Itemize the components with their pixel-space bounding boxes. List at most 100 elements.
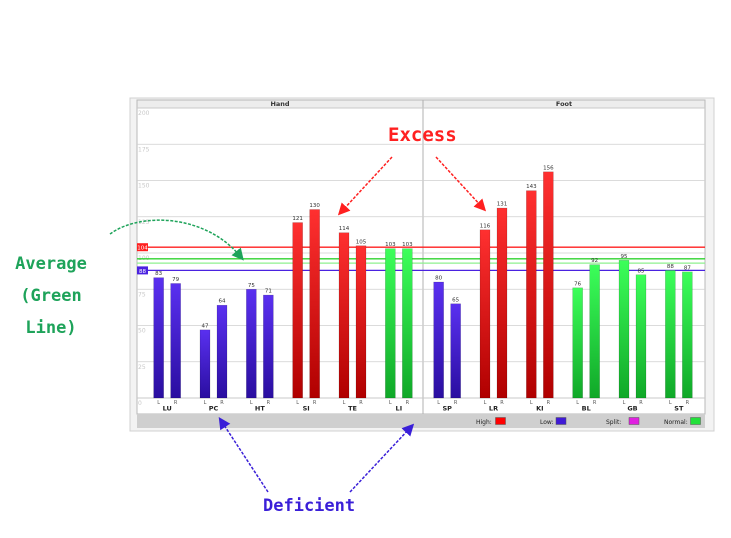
legend-swatch-high bbox=[495, 417, 506, 425]
side-tick-label: L bbox=[623, 400, 626, 406]
bar-li-l bbox=[385, 248, 396, 399]
legend-swatch-low bbox=[555, 417, 567, 425]
bar-value-label: 47 bbox=[202, 323, 209, 329]
bar-ht-l bbox=[246, 289, 257, 399]
legend-label-low: Low: bbox=[540, 419, 554, 426]
bar-te-l bbox=[338, 232, 350, 399]
bar-pc-l bbox=[199, 329, 211, 399]
excess-arrow-right bbox=[435, 156, 487, 212]
excess-annotation: Excess bbox=[388, 124, 457, 146]
average-arrow bbox=[109, 219, 244, 261]
meridian-label-lu: LU bbox=[163, 405, 172, 413]
bar-value-label: 156 bbox=[543, 165, 554, 171]
bar-si-r bbox=[309, 209, 320, 399]
bar-value-label: 116 bbox=[480, 223, 491, 229]
average-annotation-line-3: Line) bbox=[25, 318, 77, 338]
meridian-label-st: ST bbox=[674, 405, 684, 413]
legend-label-high: High: bbox=[476, 419, 492, 426]
reference-line-value: 88 bbox=[139, 269, 146, 275]
bar-value-label: 64 bbox=[219, 299, 226, 305]
side-tick-label: R bbox=[593, 400, 597, 406]
y-tick-label: 75 bbox=[138, 291, 146, 298]
bar-gb-l bbox=[618, 260, 630, 399]
reference-line-value: 104 bbox=[137, 246, 148, 252]
bar-gb-r bbox=[635, 274, 647, 399]
bar-bl-r bbox=[589, 264, 600, 399]
y-tick-label: 200 bbox=[138, 110, 150, 117]
bar-sp-r bbox=[450, 303, 461, 399]
bar-value-label: 103 bbox=[385, 242, 396, 248]
side-tick-label: L bbox=[204, 400, 207, 406]
bar-lu-r bbox=[170, 283, 181, 399]
meridian-label-li: LI bbox=[396, 405, 403, 413]
bar-st-l bbox=[665, 270, 676, 399]
legend-label-split: Split: bbox=[606, 419, 621, 426]
y-tick-label: 25 bbox=[138, 364, 146, 371]
side-tick-label: L bbox=[296, 400, 299, 406]
bar-value-label: 121 bbox=[292, 216, 303, 222]
bar-ki-l bbox=[526, 190, 537, 399]
y-tick-label: 175 bbox=[138, 146, 150, 153]
bar-si-l bbox=[292, 222, 303, 399]
side-tick-label: R bbox=[174, 400, 178, 406]
bar-value-label: 103 bbox=[402, 242, 413, 248]
bar-ht-r bbox=[263, 294, 274, 399]
side-tick-label: L bbox=[343, 400, 346, 406]
bar-ki-r bbox=[543, 171, 554, 399]
side-tick-label: L bbox=[576, 400, 579, 406]
reference-line-badge bbox=[137, 266, 148, 275]
side-tick-label: R bbox=[267, 400, 271, 406]
side-tick-label: R bbox=[500, 400, 504, 406]
bar-value-label: 71 bbox=[265, 289, 272, 295]
bar-lr-r bbox=[496, 207, 508, 399]
bar-value-label: 80 bbox=[435, 276, 442, 282]
side-tick-label: L bbox=[669, 400, 672, 406]
side-tick-label: L bbox=[389, 400, 392, 406]
panel-header-bar bbox=[136, 99, 706, 109]
side-tick-label: L bbox=[530, 400, 533, 406]
bar-lr-l bbox=[479, 229, 491, 399]
side-tick-label: L bbox=[157, 400, 160, 406]
meridian-label-si: SI bbox=[303, 405, 310, 413]
bar-value-label: 87 bbox=[684, 265, 691, 271]
y-tick-label: 50 bbox=[138, 328, 146, 335]
bar-value-label: 65 bbox=[452, 297, 459, 303]
bar-value-label: 105 bbox=[356, 239, 367, 245]
bar-bl-l bbox=[572, 287, 583, 399]
side-tick-label: R bbox=[547, 400, 551, 406]
bar-value-label: 130 bbox=[309, 203, 320, 209]
bar-value-label: 143 bbox=[526, 184, 537, 190]
reference-line-badge bbox=[137, 243, 148, 252]
side-tick-label: L bbox=[437, 400, 440, 406]
bar-value-label: 85 bbox=[638, 268, 645, 274]
y-tick-label: 150 bbox=[138, 183, 150, 190]
legend-swatch-split bbox=[628, 417, 640, 425]
bar-value-label: 83 bbox=[155, 271, 162, 277]
bar-value-label: 88 bbox=[667, 264, 674, 270]
bar-value-label: 95 bbox=[621, 254, 628, 260]
meridian-label-te: TE bbox=[348, 405, 357, 413]
average-annotation: Average (Green Line) bbox=[2, 248, 100, 344]
average-annotation-line-1: Average bbox=[15, 254, 87, 274]
deficient-arrow-right bbox=[349, 423, 415, 493]
side-tick-label: R bbox=[686, 400, 690, 406]
side-tick-label: R bbox=[639, 400, 643, 406]
legend-label-normal: Normal: bbox=[664, 419, 688, 426]
meridian-label-ki: KI bbox=[536, 405, 543, 413]
bar-pc-r bbox=[216, 304, 228, 399]
bar-value-label: 92 bbox=[591, 258, 598, 264]
excess-arrow-left bbox=[337, 156, 393, 216]
bar-value-label: 76 bbox=[574, 281, 581, 287]
average-annotation-line-2: (Green bbox=[20, 286, 82, 306]
panel-title-hand: Hand bbox=[270, 100, 289, 108]
side-tick-label: R bbox=[454, 400, 458, 406]
side-tick-label: L bbox=[250, 400, 253, 406]
side-tick-label: R bbox=[313, 400, 317, 406]
side-tick-label: R bbox=[359, 400, 363, 406]
bar-st-r bbox=[682, 271, 693, 399]
y-tick-label: 125 bbox=[138, 219, 150, 226]
bar-value-label: 114 bbox=[339, 226, 350, 232]
meridian-label-sp: SP bbox=[442, 405, 452, 413]
bar-value-label: 75 bbox=[248, 283, 255, 289]
